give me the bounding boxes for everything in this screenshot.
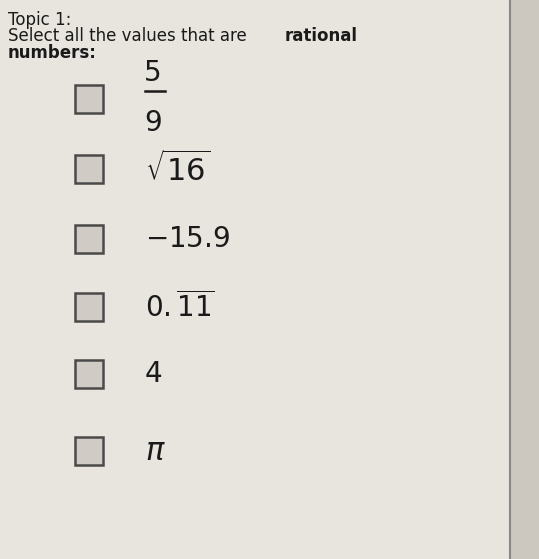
Text: rational: rational [285, 27, 358, 45]
Text: 9: 9 [144, 109, 162, 137]
Bar [75, 360, 103, 388]
Text: 5: 5 [144, 59, 162, 87]
Text: Topic 1:: Topic 1: [8, 11, 71, 29]
Text: $0.\overline{11}$: $0.\overline{11}$ [145, 291, 214, 323]
Bar [75, 225, 103, 253]
Bar [75, 437, 103, 465]
Text: 4: 4 [145, 360, 163, 388]
Bar [75, 293, 103, 321]
Text: $\pi$: $\pi$ [145, 437, 166, 466]
Bar [75, 155, 103, 183]
Text: Select all the values that are: Select all the values that are [8, 27, 252, 45]
Text: numbers:: numbers: [8, 44, 97, 62]
Text: $\sqrt{16}$: $\sqrt{16}$ [145, 151, 211, 187]
Bar [75, 85, 103, 113]
Text: $-15.9$: $-15.9$ [145, 225, 230, 253]
